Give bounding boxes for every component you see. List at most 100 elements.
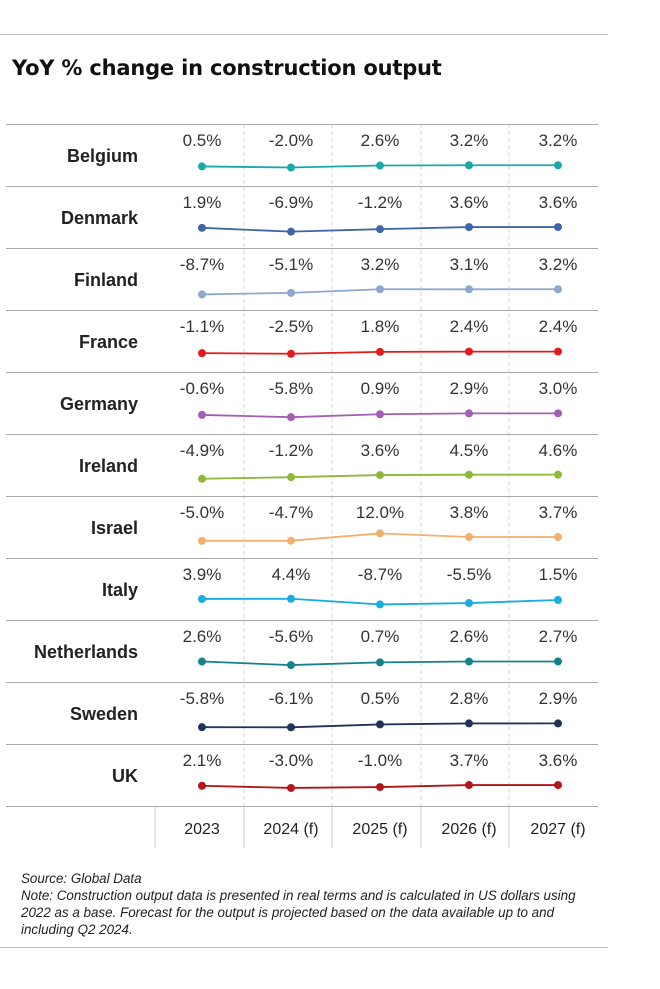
data-label: 1.9% bbox=[183, 193, 222, 212]
data-point bbox=[287, 723, 295, 732]
data-label: 3.8% bbox=[450, 503, 489, 522]
data-point bbox=[554, 781, 562, 790]
data-point bbox=[554, 719, 562, 728]
source-note: Source: Global Data bbox=[21, 871, 142, 886]
data-point bbox=[198, 410, 206, 419]
data-label: -5.1% bbox=[269, 255, 313, 274]
data-point bbox=[198, 781, 206, 790]
data-point bbox=[376, 285, 384, 294]
data-label: 3.9% bbox=[183, 565, 222, 584]
methodology-note: Note: Construction output data is presen… bbox=[21, 888, 576, 937]
data-label: 3.0% bbox=[539, 379, 578, 398]
data-point bbox=[554, 657, 562, 666]
data-point bbox=[376, 783, 384, 792]
data-label: 4.5% bbox=[450, 441, 489, 460]
data-label: 2.9% bbox=[450, 379, 489, 398]
series-label: Sweden bbox=[70, 704, 138, 724]
data-label: 3.2% bbox=[539, 131, 578, 150]
data-point bbox=[376, 658, 384, 667]
data-label: 2.6% bbox=[450, 627, 489, 646]
data-label: -2.0% bbox=[269, 131, 313, 150]
data-point bbox=[465, 470, 473, 479]
data-point bbox=[198, 474, 206, 483]
data-point bbox=[287, 227, 295, 236]
data-label: -0.6% bbox=[180, 379, 224, 398]
data-label: 0.5% bbox=[183, 131, 222, 150]
data-point bbox=[554, 285, 562, 294]
x-tick-label: 2025 (f) bbox=[352, 821, 407, 838]
data-point bbox=[287, 536, 295, 545]
data-label: 3.6% bbox=[450, 193, 489, 212]
data-point bbox=[198, 290, 206, 299]
data-point bbox=[198, 162, 206, 171]
data-point bbox=[287, 783, 295, 792]
data-label: 3.1% bbox=[450, 255, 489, 274]
data-point bbox=[465, 781, 473, 790]
data-point bbox=[554, 533, 562, 542]
data-label: 2.4% bbox=[450, 317, 489, 336]
data-label: -4.9% bbox=[180, 441, 224, 460]
data-point bbox=[287, 288, 295, 297]
data-label: 4.4% bbox=[272, 565, 311, 584]
data-label: -5.5% bbox=[447, 565, 491, 584]
series-label: Denmark bbox=[61, 208, 139, 228]
data-point bbox=[465, 347, 473, 356]
data-label: 2.1% bbox=[183, 751, 222, 770]
data-point bbox=[554, 409, 562, 418]
data-point bbox=[376, 225, 384, 234]
data-point bbox=[465, 719, 473, 728]
series-label: Italy bbox=[102, 580, 138, 600]
data-point bbox=[376, 471, 384, 480]
data-point bbox=[376, 410, 384, 419]
top-rule bbox=[0, 34, 608, 35]
series-label: France bbox=[79, 332, 138, 352]
data-label: -2.5% bbox=[269, 317, 313, 336]
data-point bbox=[465, 161, 473, 170]
data-label: 1.5% bbox=[539, 565, 578, 584]
data-label: -1.2% bbox=[358, 193, 402, 212]
series-label: Finland bbox=[74, 270, 138, 290]
data-label: 0.7% bbox=[361, 627, 400, 646]
data-point bbox=[465, 533, 473, 541]
data-label: 0.5% bbox=[361, 689, 400, 708]
data-point bbox=[287, 594, 295, 603]
series-label: UK bbox=[112, 766, 138, 786]
data-label: -1.2% bbox=[269, 441, 313, 460]
data-label: -1.0% bbox=[358, 751, 402, 770]
data-point bbox=[376, 600, 384, 609]
data-label: 3.6% bbox=[539, 193, 578, 212]
data-point bbox=[554, 596, 562, 604]
bottom-rule bbox=[0, 947, 608, 948]
data-label: 2.6% bbox=[183, 627, 222, 646]
data-label: 3.7% bbox=[450, 751, 489, 770]
data-point bbox=[554, 470, 562, 479]
data-label: 4.6% bbox=[539, 441, 578, 460]
data-label: 3.6% bbox=[361, 441, 400, 460]
data-label: -1.1% bbox=[180, 317, 224, 336]
data-label: -6.1% bbox=[269, 689, 313, 708]
data-point bbox=[554, 347, 562, 356]
series-label: Germany bbox=[60, 394, 138, 414]
data-label: 2.9% bbox=[539, 689, 578, 708]
data-label: 3.2% bbox=[539, 255, 578, 274]
series-label: Ireland bbox=[79, 456, 138, 476]
data-point bbox=[465, 285, 473, 294]
data-label: 12.0% bbox=[356, 503, 404, 522]
data-point bbox=[198, 594, 206, 603]
data-label: 2.8% bbox=[450, 689, 489, 708]
data-label: 3.6% bbox=[539, 751, 578, 770]
data-point bbox=[554, 223, 562, 232]
data-point bbox=[554, 161, 562, 170]
x-tick-label: 2024 (f) bbox=[263, 821, 318, 838]
data-label: 3.2% bbox=[361, 255, 400, 274]
data-label: 2.4% bbox=[539, 317, 578, 336]
data-point bbox=[198, 223, 206, 232]
data-point bbox=[287, 661, 295, 670]
data-label: 1.8% bbox=[361, 317, 400, 336]
data-label: 2.7% bbox=[539, 627, 578, 646]
series-label: Netherlands bbox=[34, 642, 138, 662]
data-label: -6.9% bbox=[269, 193, 313, 212]
data-point bbox=[376, 529, 384, 538]
data-point bbox=[376, 347, 384, 356]
data-label: 3.7% bbox=[539, 503, 578, 522]
